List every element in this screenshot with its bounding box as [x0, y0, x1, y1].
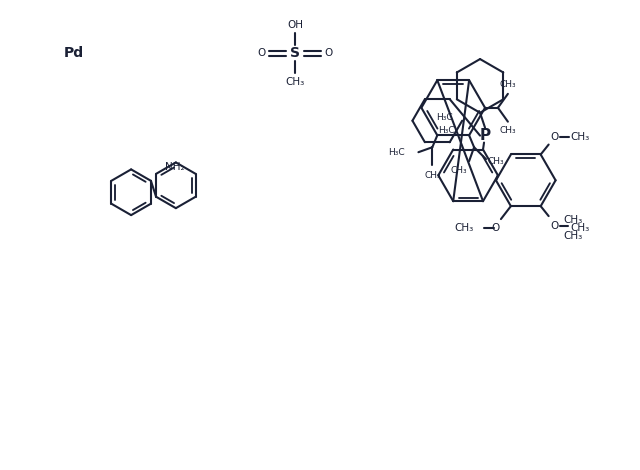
- Text: S: S: [290, 46, 300, 60]
- Text: O: O: [325, 48, 333, 58]
- Text: H₃C: H₃C: [436, 113, 453, 122]
- Text: H₃C: H₃C: [438, 126, 455, 135]
- Text: CH₃: CH₃: [451, 165, 467, 174]
- Text: CH₃: CH₃: [500, 126, 516, 135]
- Text: CH₃: CH₃: [488, 157, 504, 165]
- Text: CH₃: CH₃: [424, 171, 441, 180]
- Text: CH₃: CH₃: [564, 215, 583, 225]
- Text: O: O: [257, 48, 266, 58]
- Text: O: O: [550, 132, 559, 141]
- Text: P: P: [479, 128, 491, 143]
- Text: O: O: [550, 221, 559, 231]
- Text: CH₃: CH₃: [571, 223, 590, 233]
- Text: CH₃: CH₃: [564, 231, 583, 241]
- Text: H₃C: H₃C: [388, 148, 404, 157]
- Text: CH₃: CH₃: [500, 80, 516, 89]
- Text: CH₃: CH₃: [455, 223, 474, 233]
- Text: Pd: Pd: [63, 46, 84, 60]
- Text: O: O: [492, 223, 500, 233]
- Text: NH₂: NH₂: [165, 162, 184, 172]
- Text: OH: OH: [287, 20, 303, 30]
- Text: CH₃: CH₃: [285, 77, 305, 87]
- Text: CH₃: CH₃: [571, 132, 590, 141]
